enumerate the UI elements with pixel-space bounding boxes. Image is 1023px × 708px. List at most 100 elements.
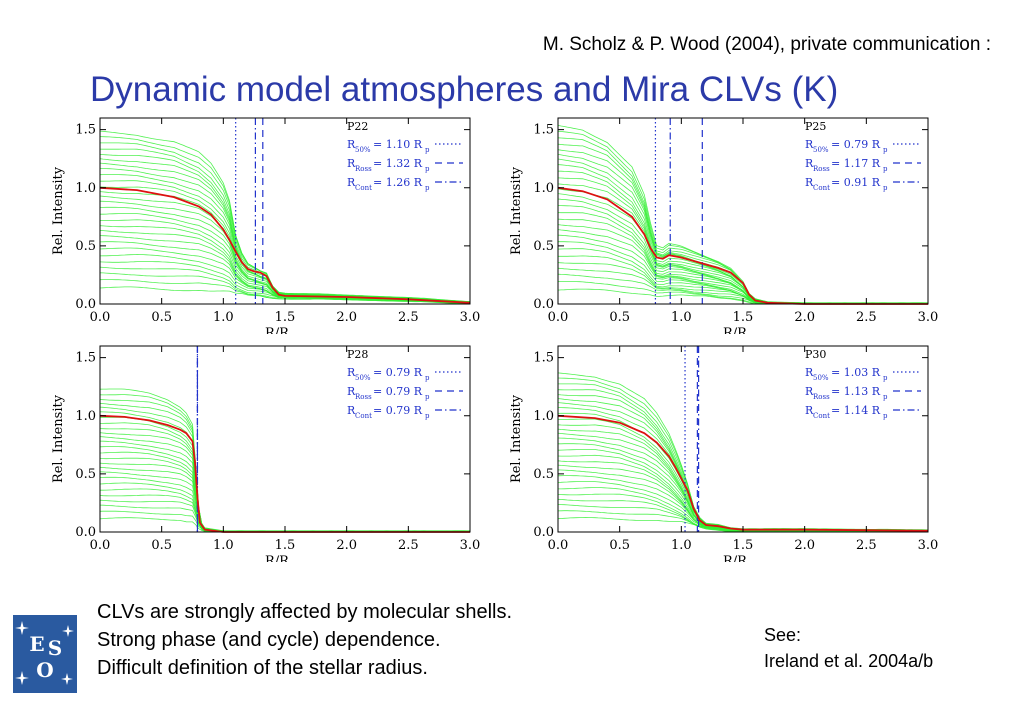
legend-subscript: Ross (813, 165, 830, 173)
x-tick-label: 1.5 (733, 538, 754, 553)
x-tick-label: 0.0 (90, 538, 111, 553)
credit-line: M. Scholz & P. Wood (2004), private comm… (542, 34, 991, 55)
x-axis-label: R/R (265, 326, 290, 334)
x-tick-label: 1.0 (213, 538, 234, 553)
model-curve (557, 454, 929, 533)
legend-subscript: Cont (813, 412, 830, 420)
model-curve (557, 432, 928, 533)
legend-subscript: 50% (813, 146, 829, 154)
legend-value: = 1.26 R (373, 176, 423, 189)
model-curve (99, 200, 471, 304)
legend-value: = 1.03 R (831, 366, 881, 379)
bullet-list: CLVs are strongly affected by molecular … (97, 598, 512, 682)
x-tick-label: 0.5 (151, 538, 172, 553)
legend-subscript: Cont (355, 412, 372, 420)
model-curve (99, 451, 471, 533)
y-axis-label: Rel. Intensity (509, 166, 524, 255)
legend-symbol: R (347, 404, 356, 417)
chart-svg: 0.00.51.01.52.02.53.00.00.51.01.5R/RpRel… (51, 117, 480, 334)
model-curve (557, 412, 929, 533)
model-curve (557, 437, 929, 533)
legend-subscript: Ross (813, 393, 830, 401)
y-tick-label: 1.0 (533, 409, 554, 424)
model-curve (557, 229, 928, 305)
y-tick-label: 1.0 (533, 181, 554, 196)
model-curve (99, 148, 470, 303)
model-curve (99, 482, 471, 533)
model-curve (557, 424, 929, 533)
model-curve (557, 449, 928, 533)
x-tick-label: 1.5 (275, 538, 296, 553)
legend-value: = 0.91 R (831, 176, 881, 189)
legend-subscript: p (883, 146, 888, 154)
legend-symbol: R (347, 157, 356, 170)
y-tick-label: 0.0 (75, 525, 96, 540)
model-curve (557, 234, 928, 305)
bullet-item: Difficult definition of the stellar radi… (97, 657, 428, 679)
legend-value: = 0.79 R (373, 366, 423, 379)
logo-letter-o: O (36, 658, 53, 682)
legend-subscript: p (883, 184, 888, 192)
reference-note: See: Ireland et al. 2004a/b (764, 622, 933, 674)
model-curve (99, 130, 471, 305)
legend-subscript: p (425, 165, 430, 173)
legend-subscript: p (883, 165, 888, 173)
legend-subscript: p (425, 184, 430, 192)
model-curve (558, 418, 928, 533)
legend-subscript: p (425, 146, 430, 154)
legend-symbol: R (805, 366, 814, 379)
y-axis-label: Rel. Intensity (509, 394, 524, 483)
legend-symbol: R (805, 176, 814, 189)
x-tick-label: 0.5 (151, 310, 172, 325)
y-tick-label: 0.5 (533, 467, 554, 482)
y-tick-label: 1.5 (75, 123, 96, 138)
legend-subscript: p (883, 412, 888, 420)
x-tick-label: 2.0 (794, 310, 815, 325)
x-tick-label: 0.0 (548, 310, 569, 325)
legend-subscript: p (425, 393, 430, 401)
x-tick-label: 0.5 (609, 310, 630, 325)
legend-subscript: 50% (355, 146, 371, 154)
eso-logo-mark: E S O (15, 621, 74, 685)
x-axis-label: R/R (723, 554, 748, 562)
x-tick-label: 2.0 (336, 310, 357, 325)
legend-value: = 1.17 R (831, 157, 881, 170)
model-curve (100, 416, 471, 533)
model-curve (99, 206, 471, 303)
y-tick-label: 0.0 (75, 297, 96, 312)
y-tick-label: 0.0 (533, 297, 554, 312)
legend-symbol: R (347, 176, 356, 189)
legend-value: = 1.10 R (373, 138, 423, 151)
y-tick-label: 1.5 (533, 123, 554, 138)
legend-subscript: p (425, 374, 430, 382)
x-tick-label: 0.0 (90, 310, 111, 325)
chart-svg: 0.00.51.01.52.02.53.00.00.51.01.5R/RpRel… (509, 345, 938, 562)
model-curve (99, 462, 470, 533)
bullet-item: Strong phase (and cycle) dependence. (97, 629, 441, 651)
legend-value: = 0.79 R (831, 138, 881, 151)
x-tick-label: 1.0 (671, 310, 692, 325)
y-tick-label: 1.0 (75, 181, 96, 196)
slide-title: Dynamic model atmospheres and Mira CLVs … (90, 70, 839, 109)
x-axis-label: R/R (723, 326, 748, 334)
chart-p22: 0.00.51.01.52.02.53.00.00.51.01.5R/RpRel… (40, 112, 488, 334)
legend-subscript: 50% (355, 374, 371, 382)
x-tick-label: 3.0 (918, 310, 939, 325)
model-curve (557, 464, 928, 533)
model-curve (99, 225, 470, 304)
model-curves (557, 125, 929, 305)
model-curve (100, 219, 470, 303)
y-tick-label: 1.5 (533, 351, 554, 366)
model-curve (557, 398, 928, 533)
chart-p30: 0.00.51.01.52.02.53.00.00.51.01.5R/RpRel… (498, 340, 946, 562)
